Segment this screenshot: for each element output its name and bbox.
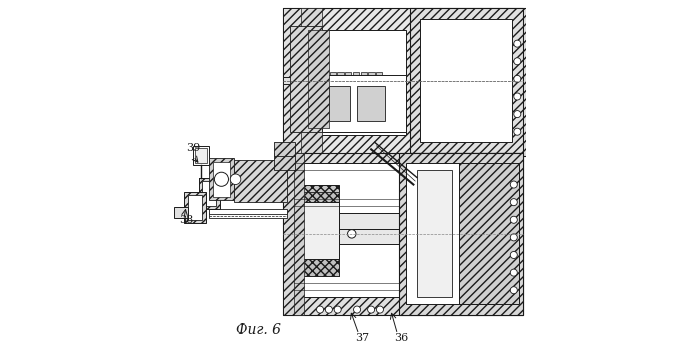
Bar: [209, 213, 286, 218]
Bar: [410, 9, 523, 153]
Bar: [301, 9, 322, 156]
Circle shape: [510, 181, 517, 188]
Circle shape: [510, 269, 517, 276]
Bar: [283, 9, 308, 156]
Circle shape: [514, 58, 521, 65]
Bar: [459, 163, 519, 304]
Bar: [360, 72, 367, 93]
Bar: [322, 72, 328, 93]
Text: 39: 39: [186, 143, 200, 153]
Circle shape: [510, 234, 517, 241]
Bar: [407, 163, 494, 304]
Bar: [202, 181, 216, 206]
Bar: [293, 229, 399, 245]
Text: 38: 38: [179, 215, 193, 225]
Bar: [283, 153, 523, 315]
Bar: [376, 72, 382, 93]
Bar: [174, 207, 188, 218]
Bar: [290, 26, 322, 132]
Circle shape: [230, 174, 241, 185]
Circle shape: [514, 128, 521, 135]
Bar: [345, 72, 351, 93]
Bar: [283, 153, 301, 315]
Bar: [357, 86, 385, 121]
Bar: [234, 160, 286, 202]
Bar: [368, 72, 374, 93]
Bar: [293, 202, 340, 258]
Bar: [353, 72, 359, 93]
Circle shape: [510, 199, 517, 206]
Bar: [199, 178, 220, 209]
Bar: [188, 195, 202, 220]
Bar: [274, 153, 295, 170]
Circle shape: [510, 251, 517, 258]
Circle shape: [510, 216, 517, 223]
Bar: [283, 77, 407, 84]
Bar: [414, 26, 519, 139]
Circle shape: [347, 230, 356, 238]
Bar: [274, 142, 295, 156]
Bar: [283, 9, 526, 156]
Bar: [293, 213, 399, 229]
Bar: [417, 170, 452, 297]
Circle shape: [514, 93, 521, 100]
Text: 37: 37: [356, 333, 370, 343]
Bar: [185, 192, 206, 223]
Bar: [399, 153, 523, 315]
Bar: [209, 209, 286, 214]
Bar: [293, 163, 463, 297]
Bar: [322, 75, 407, 132]
Bar: [213, 162, 230, 197]
Bar: [329, 86, 350, 121]
Circle shape: [354, 306, 360, 313]
Bar: [193, 146, 209, 165]
Bar: [293, 153, 304, 315]
Bar: [417, 33, 515, 135]
Text: Фиг. 6: Фиг. 6: [236, 323, 281, 337]
Circle shape: [514, 75, 521, 82]
Bar: [209, 158, 234, 200]
Circle shape: [368, 306, 374, 313]
Bar: [337, 72, 344, 93]
Circle shape: [377, 306, 384, 313]
Bar: [293, 192, 340, 234]
Circle shape: [334, 306, 341, 313]
Bar: [421, 19, 512, 142]
Bar: [330, 72, 336, 93]
Bar: [308, 29, 329, 128]
Text: 36: 36: [394, 333, 408, 343]
Bar: [293, 185, 340, 276]
Circle shape: [326, 306, 332, 313]
Circle shape: [510, 287, 517, 294]
Circle shape: [214, 172, 228, 186]
Bar: [308, 29, 407, 135]
Bar: [293, 234, 340, 276]
Circle shape: [514, 40, 521, 47]
Circle shape: [316, 306, 323, 313]
Bar: [195, 148, 207, 163]
Circle shape: [514, 110, 521, 118]
